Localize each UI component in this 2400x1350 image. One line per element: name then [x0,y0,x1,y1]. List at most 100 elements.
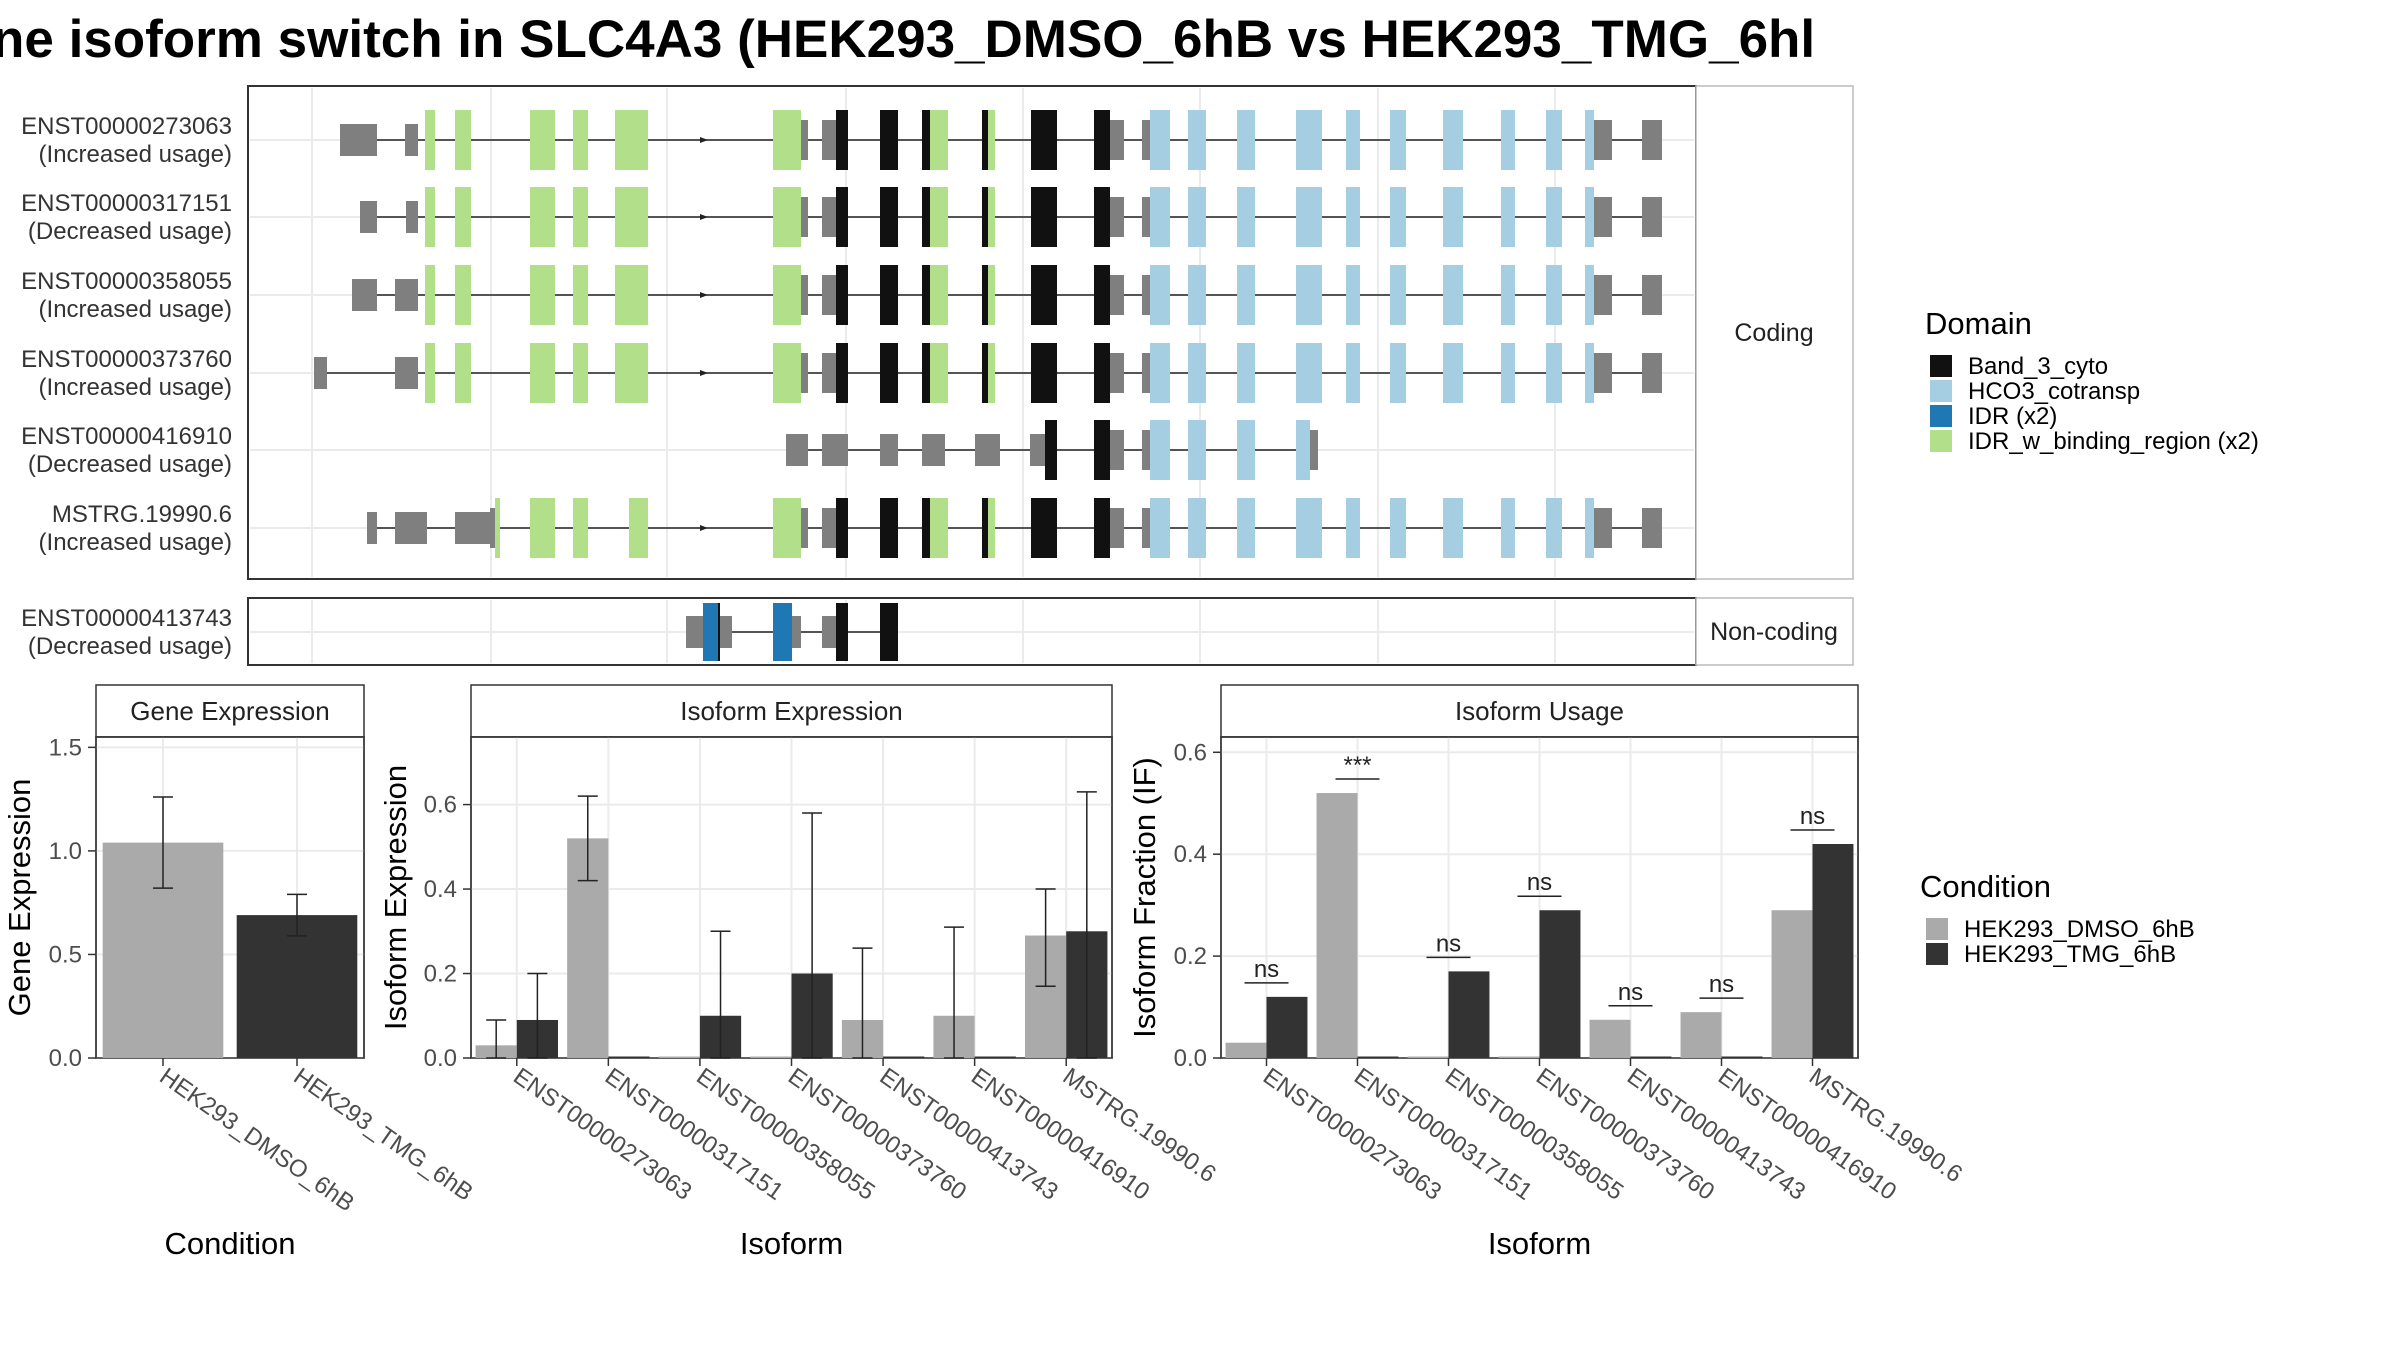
domain-block [1094,187,1110,247]
direction-arrow [700,137,708,143]
x-axis-title: Isoform [1488,1226,1591,1261]
domain-block [1443,187,1463,247]
domain-block [982,187,988,247]
domain-block [1585,498,1594,558]
domain-block [773,343,801,403]
domain-block [982,343,988,403]
y-tick-label: 1.0 [49,838,82,865]
isoform-id-label: ENST00000273063 [21,113,232,140]
domain-block [922,110,930,170]
y-tick-label: 0.4 [424,876,457,903]
domain-legend-label: Band_3_cyto [1968,353,2108,380]
y-axis-title: Isoform Fraction (IF) [1127,757,1162,1038]
bar-hek293-dmso-6hb [1225,1042,1267,1058]
domain-block [1585,265,1594,325]
isoform-usage-label: (Decreased usage) [28,451,232,478]
domain-block [1346,187,1360,247]
domain-block [1585,110,1594,170]
domain-block [1390,498,1406,558]
exon-block [490,508,495,548]
isoform-id-label: ENST00000416910 [21,423,232,450]
domain-block [1237,265,1255,325]
exon-block [1594,197,1612,237]
domain-block [1585,187,1594,247]
direction-arrow [700,292,708,298]
exon-block [786,434,808,466]
domain-block [836,187,848,247]
domain-block [1501,265,1515,325]
domain-block [1031,187,1057,247]
domain-block [1031,343,1057,403]
exon-block [1642,508,1662,548]
domain-block [773,187,801,247]
bar-hek293-dmso-6hb [1680,1012,1722,1058]
y-axis-title: Gene Expression [2,779,37,1017]
exon-block [801,275,808,315]
domain-block [1031,110,1057,170]
domain-block [495,498,500,558]
exon-block [1642,197,1662,237]
domain-block [930,498,948,558]
exon-block [880,434,898,466]
domain-block [773,110,801,170]
domain-block [1237,187,1255,247]
domain-block [773,603,792,661]
domain-block [1296,420,1310,480]
transcript-row-1 [360,187,1662,247]
domain-block [988,343,995,403]
domain-block [1031,265,1057,325]
chart-panel-isoform-expression: Isoform Expression0.00.20.40.6ENST000002… [378,684,1221,1261]
exon-block [413,279,418,311]
domain-block [1188,420,1206,480]
domain-block [1346,498,1360,558]
condition-legend-label: HEK293_DMSO_6hB [1964,916,2195,943]
domain-block [1237,420,1255,480]
domain-block [1094,110,1110,170]
domain-block [880,110,898,170]
domain-block [1443,110,1463,170]
domain-legend-swatch [1930,355,1952,377]
exon-block [1142,508,1150,548]
bar-hek293-dmso-6hb [1498,1056,1540,1058]
y-tick-label: 0.5 [49,941,82,968]
transcript-row-noncoding [686,603,898,661]
exon-block [801,197,808,237]
domain-block [1150,110,1170,170]
domain-block [425,110,435,170]
domain-block [1443,343,1463,403]
exon-block [801,120,808,160]
domain-block [880,343,898,403]
noncoding-strip [1695,597,1854,666]
domain-block [455,110,471,170]
domain-block [836,343,848,403]
exon-block [340,124,377,156]
domain-block [1390,110,1406,170]
domain-block [922,498,930,558]
isoform-usage-label: (Increased usage) [39,141,232,168]
domain-block [982,498,988,558]
condition-legend-swatch [1926,943,1948,965]
significance-label: ns [1436,930,1461,957]
chart-panel-isoform-usage: Isoform Usage0.00.20.40.6ENST00000273063… [1127,684,1967,1261]
exon-block [801,353,808,393]
bar-hek293-dmso-6hb [658,1056,700,1058]
domain-block [629,498,648,558]
exon-block [1142,275,1150,315]
y-tick-label: 0.2 [424,961,457,988]
bar-hek293-tmg-6hb [883,1056,925,1058]
plot-border [95,736,365,1059]
exon-block [1642,353,1662,393]
domain-block [836,265,848,325]
exon-block [1142,120,1150,160]
domain-block [930,343,948,403]
domain-block [425,187,435,247]
domain-block [1150,498,1170,558]
exon-block [822,616,836,648]
domain-block [1094,343,1110,403]
y-tick-label: 0.2 [1174,943,1207,970]
x-axis-title: Isoform [740,1226,843,1261]
exon-block [1142,430,1150,470]
isoform-id-label: ENST00000358055 [21,268,232,295]
bar-hek293-tmg-6hb [1539,910,1581,1058]
domain-block [1585,343,1594,403]
